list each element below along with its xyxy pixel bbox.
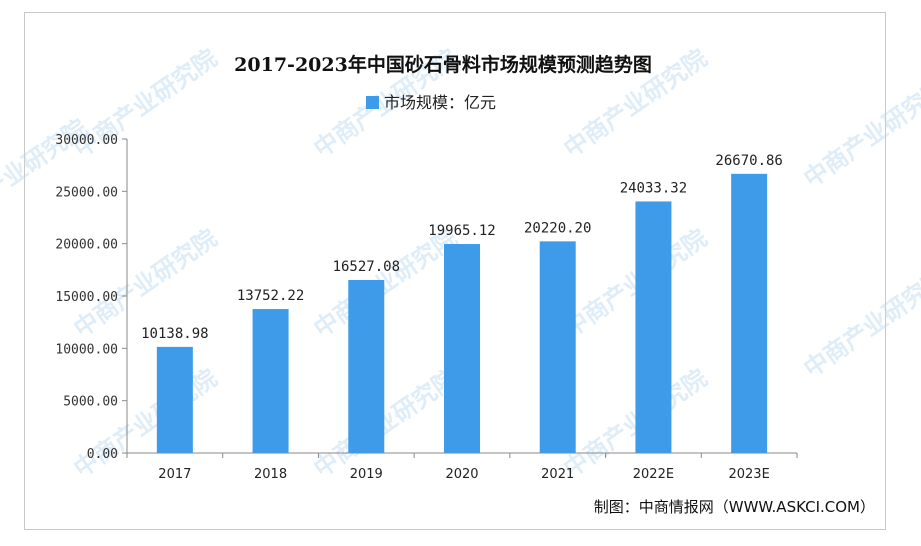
watermark-text: 中商产业研究院 (69, 364, 223, 483)
y-tick-label: 20000.00 (55, 238, 118, 253)
x-tick-label: 2019 (350, 467, 383, 482)
data-label: 20220.20 (524, 220, 591, 236)
data-label: 24033.32 (620, 180, 687, 196)
y-tick-label: 5000.00 (63, 395, 118, 410)
y-tick-label: 0.00 (87, 447, 118, 462)
watermark-text: 中商产业研究院 (559, 224, 713, 343)
bar (252, 309, 289, 453)
x-tick-label: 2020 (445, 467, 478, 482)
bar (731, 173, 768, 453)
x-tick-label: 2023E (728, 467, 769, 482)
data-label: 26670.86 (715, 153, 782, 169)
watermark-text: 中商产业研究院 (559, 364, 713, 483)
y-tick-label: 10000.00 (55, 342, 118, 357)
data-label: 16527.08 (333, 259, 400, 275)
bar (539, 241, 576, 453)
source-credit: 制图：中商情报网（WWW.ASKCI.COM） (594, 498, 875, 516)
y-axis: 0.00 5000.00 10000.00 15000.00 20000.00 25000… (55, 133, 128, 462)
bars (156, 173, 768, 453)
bar (635, 201, 672, 453)
data-labels: 10138.98 13752.22 16527.08 19965.12 20220.20… (141, 153, 783, 342)
y-tick-label: 15000.00 (55, 290, 118, 305)
legend-label: 市场规模：亿元 (384, 93, 496, 112)
x-tick-label: 2021 (541, 467, 574, 482)
data-label: 13752.22 (237, 288, 304, 304)
x-axis: 2017 2018 2019 2020 2021 2022E 2023E (126, 452, 798, 482)
watermark-text: 中商产业研究院 (309, 224, 463, 343)
watermark-text: 中商产业研究院 (799, 264, 921, 383)
watermark-text: 中商产业研究院 (799, 74, 921, 193)
bar (444, 244, 480, 453)
data-label: 10138.98 (141, 326, 208, 342)
legend: 市场规模：亿元 (366, 93, 496, 112)
watermark-text: 中商产业研究院 (0, 114, 92, 233)
x-tick-label: 2018 (254, 467, 287, 482)
y-tick-label: 30000.00 (55, 133, 118, 148)
x-tick-label: 2017 (158, 467, 191, 482)
data-label: 19965.12 (428, 223, 495, 239)
watermark-text: 中商产业研究院 (309, 364, 463, 483)
bar (156, 346, 193, 453)
legend-swatch (366, 96, 379, 109)
y-tick-label: 25000.00 (55, 185, 118, 200)
chart-title: 2017-2023年中国砂石骨料市场规模预测趋势图 (234, 53, 652, 76)
bar (348, 280, 385, 453)
x-tick-label: 2022E (633, 467, 674, 482)
